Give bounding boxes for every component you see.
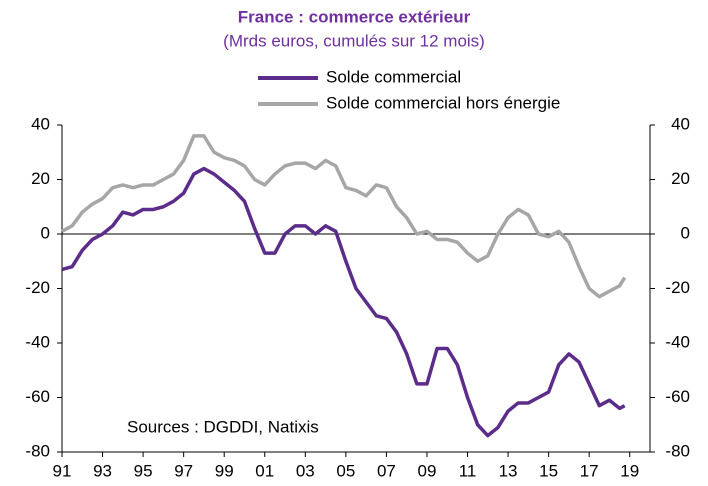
x-tick-label: 95 [134,461,153,480]
x-tick-label: 19 [620,461,639,480]
y-tick-label: 40 [31,114,50,133]
y2-tick-label: 0 [681,223,690,242]
series-line [61,166,626,438]
y-tick-label: -20 [25,278,50,297]
legend-label: Solde commercial hors énergie [326,93,560,112]
x-tick-label: 07 [377,461,396,480]
x-tick-label: 93 [93,461,112,480]
y2-tick-label: -40 [665,332,690,351]
y-tick-label: 0 [41,223,50,242]
y2-tick-label: -20 [665,278,690,297]
x-tick-label: 09 [418,461,437,480]
x-tick-label: 17 [580,461,599,480]
x-tick-label: 03 [296,461,315,480]
y-tick-label: -40 [25,332,50,351]
y-tick-label: 20 [31,169,50,188]
y-tick-label: -60 [25,387,50,406]
y2-tick-label: -60 [665,387,690,406]
x-tick-label: 01 [255,461,274,480]
x-tick-label: 05 [336,461,355,480]
y2-tick-label: 40 [671,114,690,133]
x-tick-label: 13 [499,461,518,480]
y-tick-label: -80 [25,441,50,460]
chart-title: France : commerce extérieur [238,7,471,26]
x-tick-label: 99 [215,461,234,480]
y2-tick-label: -80 [665,441,690,460]
chart-subtitle: (Mrds euros, cumulés sur 12 mois) [223,31,485,50]
x-tick-label: 15 [539,461,558,480]
x-tick-label: 91 [53,461,72,480]
annotation: Sources : DGDDI, Natixis [127,417,319,436]
y2-tick-label: 20 [671,169,690,188]
x-tick-label: 97 [174,461,193,480]
series-line [61,134,627,299]
legend-label: Solde commercial [326,67,461,86]
x-tick-label: 11 [459,461,477,480]
